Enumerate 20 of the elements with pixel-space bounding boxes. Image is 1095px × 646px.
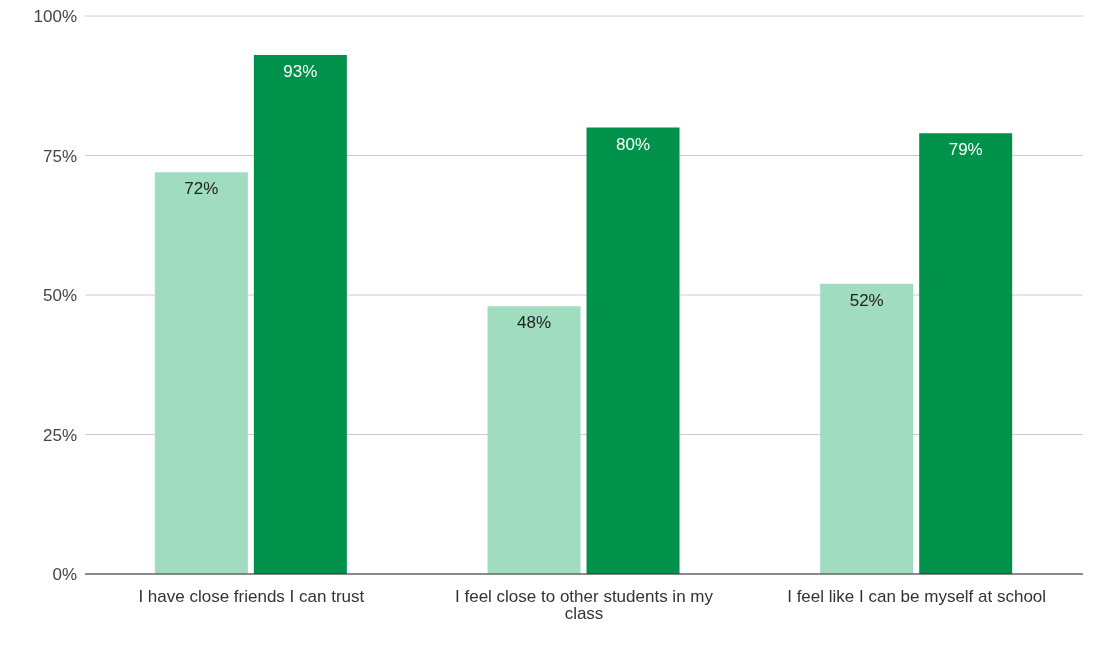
bar <box>586 127 680 574</box>
bar <box>820 283 914 574</box>
y-tick-label: 75% <box>42 146 77 166</box>
bar <box>487 306 581 574</box>
y-tick-label: 25% <box>42 425 77 445</box>
x-tick-label: I feel close to other students in my class <box>455 587 714 624</box>
data-label: 80% <box>616 134 651 154</box>
x-tick-label: I have close friends I can trust <box>138 587 365 607</box>
bar <box>154 172 248 574</box>
x-tick-label: I feel like I can be myself at school <box>787 587 1047 607</box>
y-tick-label: 100% <box>33 7 77 27</box>
bar <box>253 55 347 574</box>
y-tick-label: 50% <box>42 286 77 306</box>
bar <box>919 133 1013 574</box>
data-label: 52% <box>849 290 884 310</box>
data-label: 79% <box>948 140 983 160</box>
data-label: 72% <box>184 179 219 199</box>
y-tick-label: 0% <box>52 565 77 585</box>
data-label: 93% <box>283 62 318 82</box>
data-label: 48% <box>517 313 552 333</box>
